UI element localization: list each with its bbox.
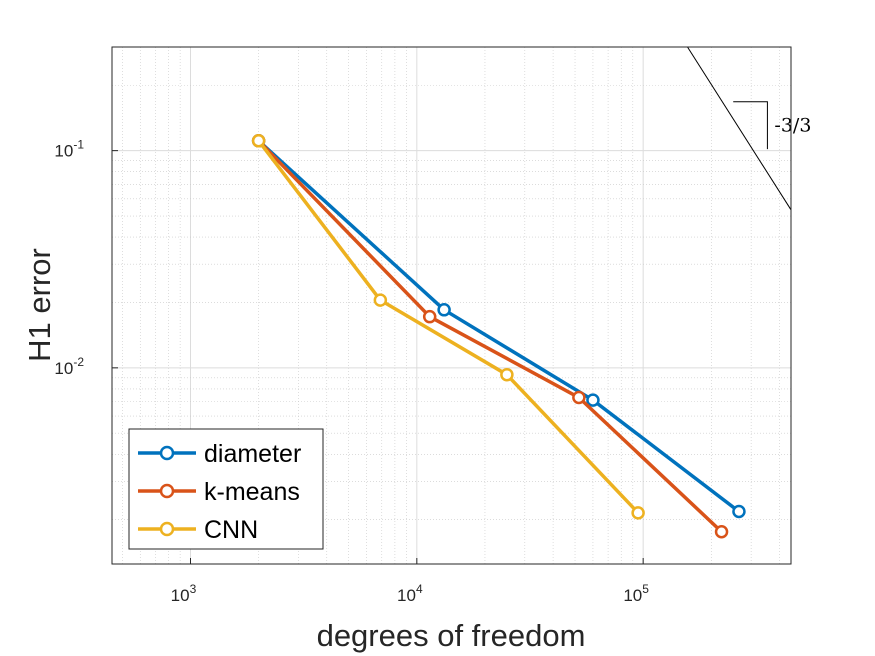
- legend-marker-k-means: [159, 483, 175, 499]
- x-tick-label: 105: [623, 582, 649, 605]
- data-point-k-means: [422, 309, 437, 324]
- legend-label-diameter: diameter: [204, 440, 301, 468]
- plot-box: [111, 46, 792, 565]
- slope-triangle-legs: [733, 101, 768, 150]
- legend-label-k-means: k-means: [204, 478, 300, 506]
- series-group: [251, 134, 746, 539]
- grid: [112, 47, 791, 564]
- legend-marker-CNN: [159, 521, 175, 537]
- x-tick-label: 104: [397, 582, 423, 605]
- legend: diameter k-means CNN: [128, 428, 324, 550]
- x-axis-label: degrees of freedom: [317, 618, 586, 653]
- data-point-diameter: [732, 504, 746, 519]
- data-point-diameter: [437, 303, 451, 317]
- data-point-k-means: [572, 390, 586, 405]
- legend-label-CNN: CNN: [204, 516, 258, 544]
- y-axis-label: H1 error: [22, 248, 57, 362]
- legend-marker-diameter: [159, 445, 175, 461]
- slope-label: -3/3: [774, 114, 811, 136]
- slope-triangle: -3/3: [687, 46, 811, 211]
- y-tick-label: 10-1: [54, 138, 84, 161]
- data-point-CNN: [500, 367, 514, 382]
- data-point-diameter: [586, 393, 600, 407]
- data-point-CNN: [631, 506, 645, 520]
- y-tick-label: 10-2: [54, 355, 84, 378]
- slope-reference-line: [687, 46, 792, 211]
- series-line-CNN: [257, 139, 640, 515]
- data-point-CNN: [373, 293, 388, 307]
- data-point-CNN: [251, 134, 266, 148]
- series-line-k-means: [257, 139, 723, 533]
- data-point-k-means: [714, 524, 729, 539]
- series-line-diameter: [257, 139, 741, 513]
- x-tick-label: 103: [171, 582, 197, 605]
